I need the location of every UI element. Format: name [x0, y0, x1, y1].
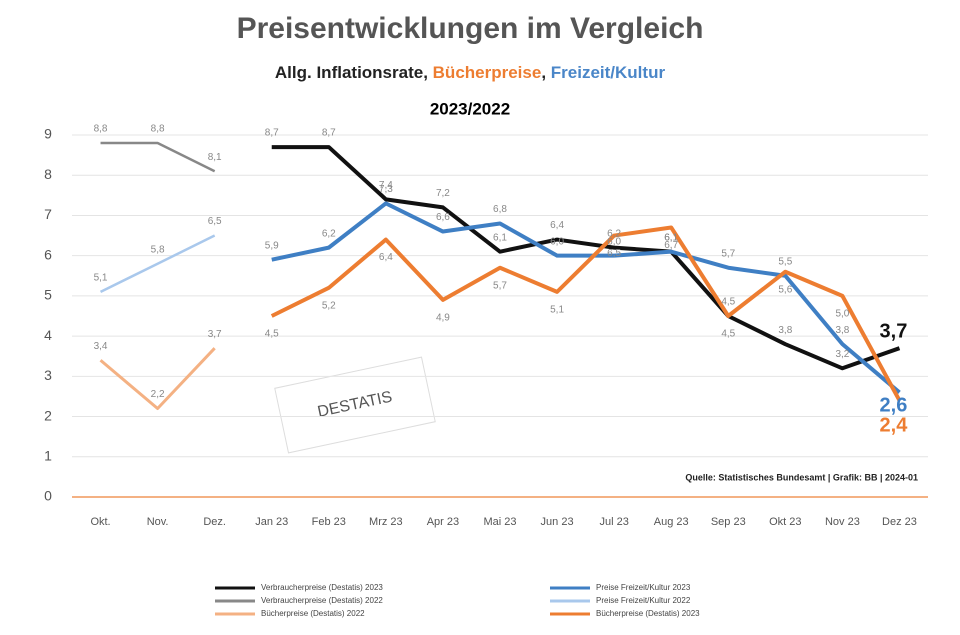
value-label: 7,4 — [379, 180, 393, 191]
value-label: 4,5 — [721, 329, 735, 340]
x-tick-label: Aug 23 — [654, 516, 689, 528]
y-tick-label: 8 — [44, 166, 52, 182]
chart-title: Preisentwicklungen im Vergleich — [237, 12, 704, 45]
value-label: 6,6 — [436, 212, 450, 223]
value-label: 5,1 — [94, 273, 108, 284]
legend-label: Bücherpreise (Destatis) 2023 — [596, 609, 700, 618]
series-line — [271, 201, 901, 394]
x-tick-label: Okt. — [90, 516, 110, 528]
subtitle-part: , — [541, 63, 550, 82]
x-tick-label: Jul 23 — [599, 516, 628, 528]
value-label: 6,5 — [607, 248, 621, 259]
series-line — [100, 141, 216, 173]
value-label: 6,4 — [550, 220, 564, 231]
value-label: 2,2 — [151, 389, 165, 400]
value-label: 6,1 — [493, 232, 507, 243]
value-label: 4,5 — [721, 297, 735, 308]
value-label: 8,7 — [265, 128, 279, 139]
value-label: 4,9 — [436, 313, 450, 324]
value-label: 6,4 — [379, 252, 393, 263]
y-tick-label: 5 — [44, 287, 52, 303]
value-label: 5,2 — [322, 300, 336, 311]
y-tick-label: 0 — [44, 488, 52, 504]
y-tick-label: 2 — [44, 407, 52, 423]
value-label: 7,3 — [379, 184, 393, 195]
subtitle-part: Allg. Inflationsrate, — [275, 63, 433, 82]
stamp: DESTATIS — [274, 356, 436, 454]
x-tick-label: Dez 23 — [882, 516, 917, 528]
value-label: 6,1 — [664, 232, 678, 243]
value-label: 2,4 — [880, 415, 909, 437]
value-label: 6,1 — [664, 232, 678, 243]
value-label: 6,2 — [607, 228, 621, 239]
x-tick-label: Dez. — [203, 516, 226, 528]
value-label: 5,9 — [265, 240, 279, 251]
x-tick-label: Jan 23 — [255, 516, 288, 528]
series-line — [99, 347, 216, 411]
y-tick-label: 3 — [44, 367, 52, 383]
x-tick-label: Sep 23 — [711, 516, 746, 528]
x-tick-label: Feb 23 — [312, 516, 346, 528]
y-tick-label: 4 — [44, 327, 52, 343]
value-label: 7,2 — [436, 188, 450, 199]
subtitle-part: Bücherpreise — [433, 63, 542, 82]
y-tick-label: 1 — [44, 447, 52, 463]
value-label: 3,7 — [880, 320, 908, 342]
value-label: 5,6 — [778, 284, 792, 295]
legend-label: Preise Freizeit/Kultur 2023 — [596, 583, 691, 592]
series-line — [270, 225, 902, 402]
value-label: 3,2 — [835, 349, 849, 360]
value-label: 6,0 — [550, 236, 564, 247]
series-line — [271, 145, 901, 371]
value-label: 3,8 — [778, 325, 792, 336]
legend-label: Preise Freizeit/Kultur 2022 — [596, 596, 691, 605]
legend-label: Verbraucherpreise (Destatis) 2022 — [261, 596, 383, 605]
stamp-card — [274, 356, 436, 454]
x-tick-label: Mai 23 — [483, 516, 516, 528]
x-tick-label: Okt 23 — [769, 516, 801, 528]
chart-subtitle-year: 2023/2022 — [430, 99, 510, 118]
value-label: 6,2 — [322, 228, 336, 239]
value-label: 6,0 — [607, 236, 621, 247]
x-tick-label: Jun 23 — [541, 516, 574, 528]
x-tick-label: Mrz 23 — [369, 516, 403, 528]
y-tick-label: 9 — [44, 126, 52, 142]
value-label: 6,7 — [664, 240, 678, 251]
value-label: 5,5 — [778, 256, 792, 267]
value-label: 4,5 — [265, 329, 279, 340]
source: Quelle: Statistisches Bundesamt | Grafik… — [685, 472, 918, 482]
x-tick-label: Apr 23 — [427, 516, 459, 528]
value-label: 8,1 — [208, 152, 222, 163]
value-label: 3,7 — [208, 329, 222, 340]
value-label: 6,5 — [208, 216, 222, 227]
series-line — [99, 234, 216, 293]
value-label: 3,4 — [94, 341, 108, 352]
chart-subtitle: Allg. Inflationsrate, Bücherpreise, Frei… — [275, 63, 666, 82]
value-label: 8,8 — [94, 124, 108, 135]
subtitle-part: Freizeit/Kultur — [551, 63, 666, 82]
value-label: 8,7 — [322, 128, 336, 139]
value-label: 5,7 — [721, 248, 735, 259]
y-tick-label: 7 — [44, 206, 52, 222]
value-label: 6,8 — [493, 204, 507, 215]
legend-label: Bücherpreise (Destatis) 2022 — [261, 609, 365, 618]
x-tick-label: Nov 23 — [825, 516, 860, 528]
y-tick-label: 6 — [44, 246, 52, 262]
value-label: 5,1 — [550, 305, 564, 316]
value-label: 2,6 — [880, 395, 908, 417]
value-label: 5,7 — [493, 280, 507, 291]
x-tick-label: Nov. — [147, 516, 169, 528]
value-label: 5,8 — [151, 244, 165, 255]
value-label: 3,8 — [835, 325, 849, 336]
value-label: 8,8 — [151, 124, 165, 135]
value-label: 5,0 — [835, 309, 849, 320]
legend-label: Verbraucherpreise (Destatis) 2023 — [261, 583, 383, 592]
